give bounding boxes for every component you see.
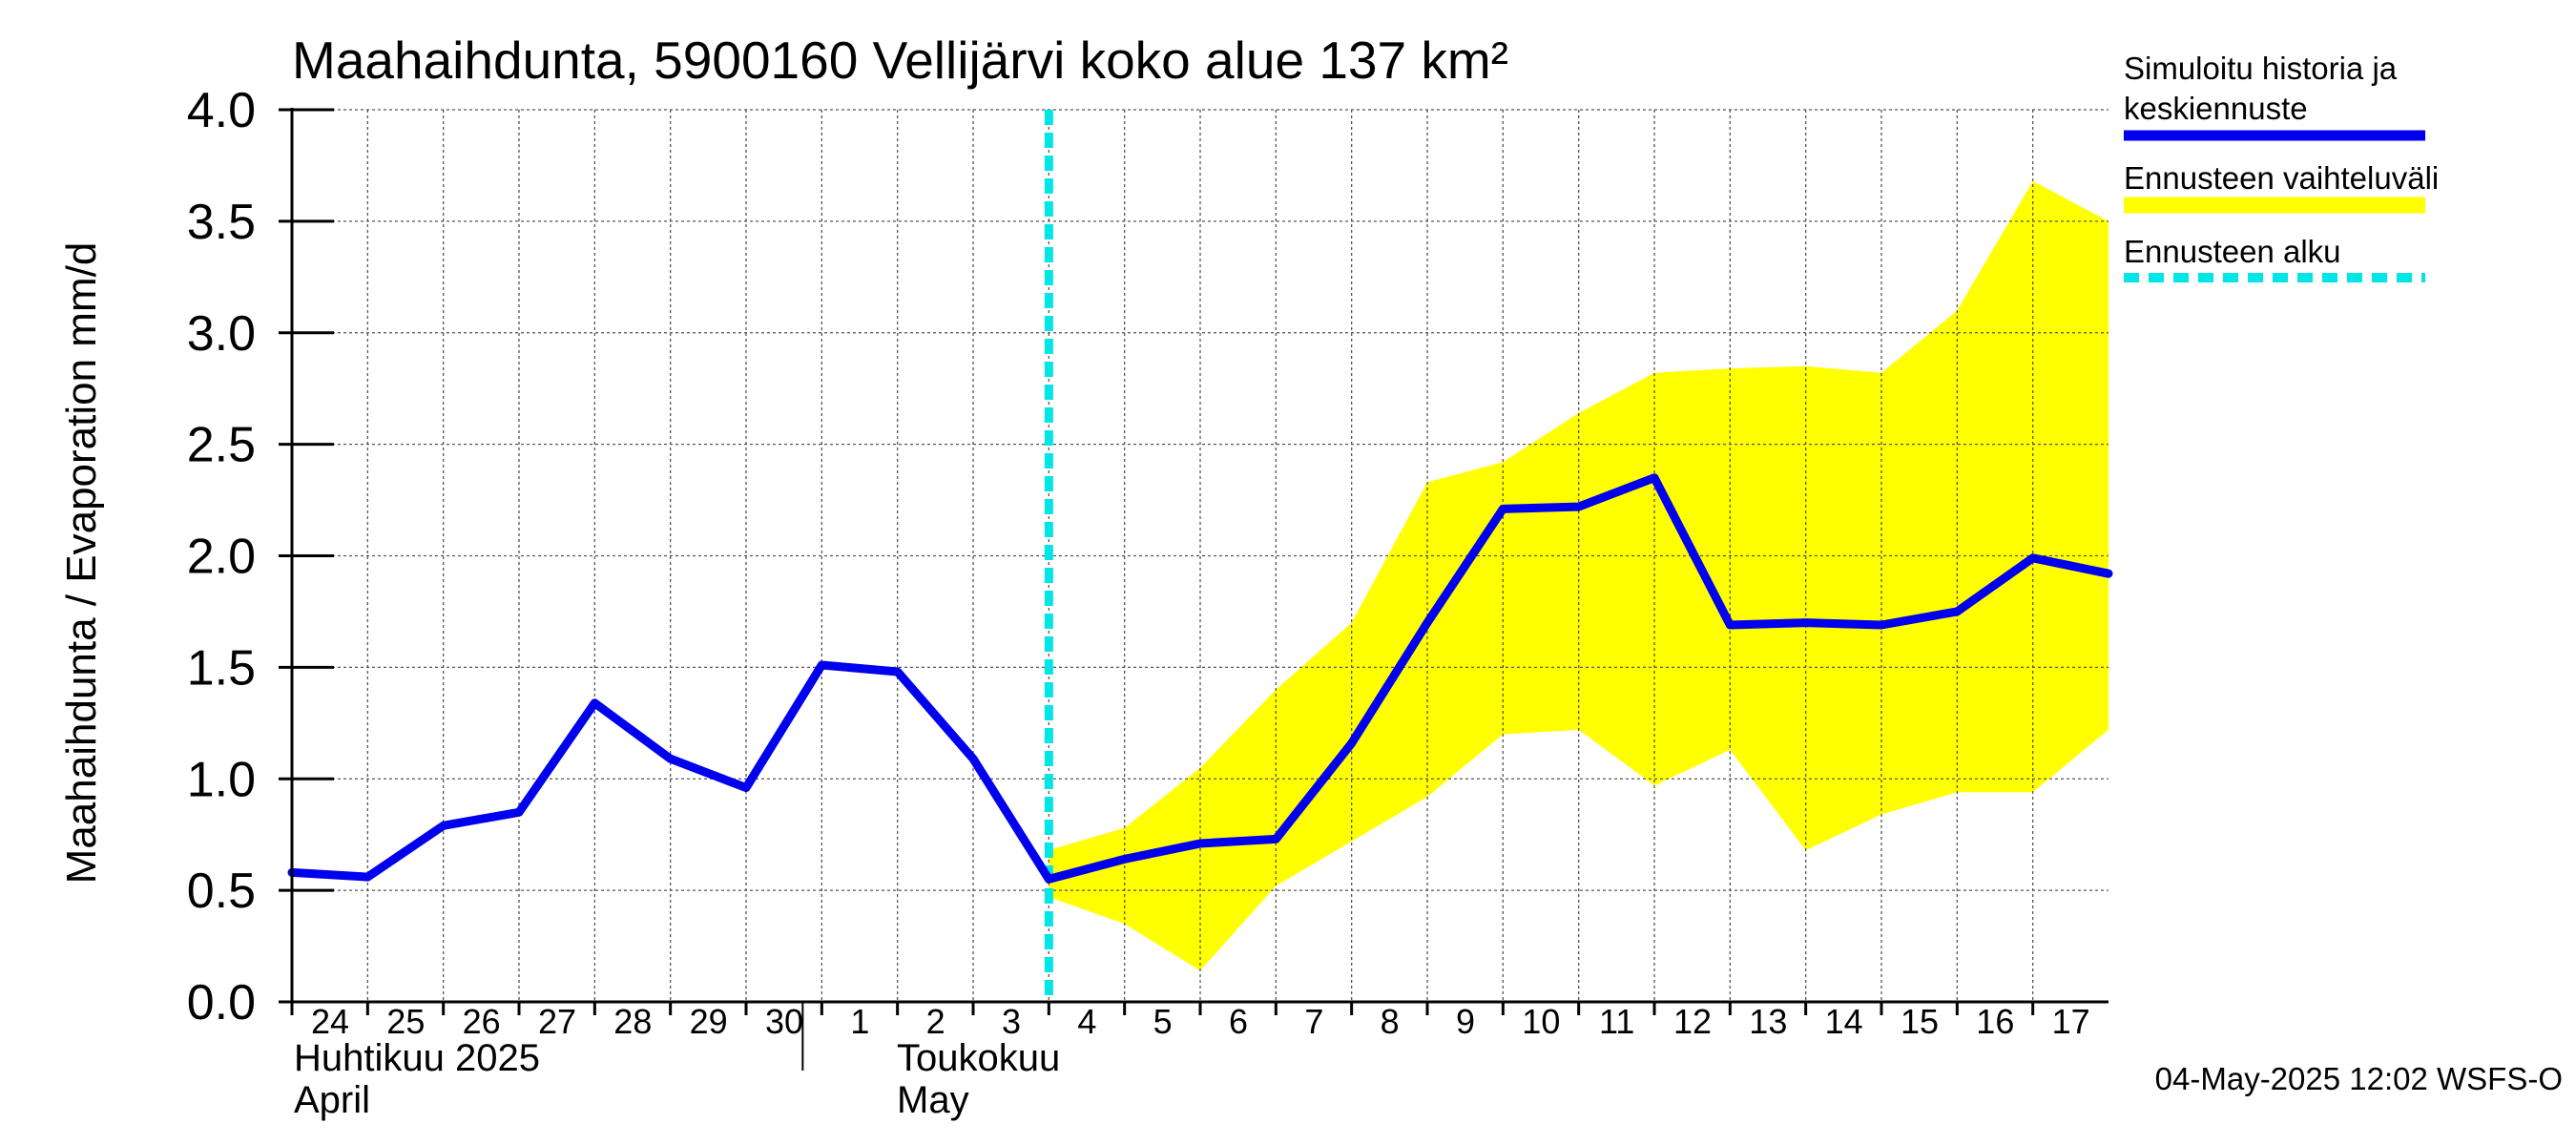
x-tick-label: 1 xyxy=(850,1002,869,1041)
x-tick-label: 5 xyxy=(1153,1002,1173,1041)
x-tick-label: 8 xyxy=(1381,1002,1400,1041)
y-tick-label: 3.5 xyxy=(187,195,256,250)
x-tick-label: 10 xyxy=(1522,1002,1560,1041)
x-tick-label: 9 xyxy=(1456,1002,1475,1041)
x-tick-label: 4 xyxy=(1077,1002,1096,1041)
x-tick-label: 16 xyxy=(1976,1002,2014,1041)
x-tick-label: 7 xyxy=(1304,1002,1323,1041)
x-tick-label: 29 xyxy=(690,1002,728,1041)
legend-label-range: Ennusteen vaihteluväli xyxy=(2124,160,2439,196)
legend-label-series-line1: Simuloitu historia ja xyxy=(2124,51,2398,86)
y-tick-label: 0.5 xyxy=(187,864,256,919)
y-tick-label: 3.0 xyxy=(187,306,256,362)
legend-label-forecast-start: Ennusteen alku xyxy=(2124,234,2341,269)
y-tick-label: 0.0 xyxy=(187,975,256,1030)
x-tick-label: 3 xyxy=(1002,1002,1021,1041)
x-tick-label: 27 xyxy=(538,1002,576,1041)
month-labels: Huhtikuu 2025 April Toukokuu May xyxy=(294,1037,1060,1121)
month-label-may-en: May xyxy=(897,1079,969,1121)
x-tick-label: 25 xyxy=(386,1002,425,1041)
x-tick-label: 30 xyxy=(765,1002,803,1041)
y-axis-label: Maahaihdunta / Evaporation mm/d xyxy=(58,242,105,885)
legend-label-series-line2: keskiennuste xyxy=(2124,91,2308,126)
x-tick-label: 11 xyxy=(1599,1002,1634,1041)
y-tick-label: 1.0 xyxy=(187,752,256,807)
x-tick-label: 15 xyxy=(1901,1002,1939,1041)
y-tick-label: 4.0 xyxy=(187,83,256,138)
chart-title: Maahaihdunta, 5900160 Vellijärvi koko al… xyxy=(292,31,1508,90)
grid-lines xyxy=(292,109,2109,1002)
x-tick-label: 14 xyxy=(1825,1002,1863,1041)
month-label-may-fi: Toukokuu xyxy=(897,1037,1060,1079)
month-label-april-fi: Huhtikuu 2025 xyxy=(294,1037,540,1079)
x-tick-label: 2 xyxy=(926,1002,945,1041)
x-tick-label: 13 xyxy=(1749,1002,1787,1041)
legend: Simuloitu historia ja keskiennuste Ennus… xyxy=(2124,51,2439,282)
y-axis-ticks: 0.0 0.5 1.0 1.5 2.0 2.5 3.0 3.5 4.0 xyxy=(187,83,334,1030)
y-tick-label: 2.5 xyxy=(187,418,256,473)
x-tick-label: 26 xyxy=(463,1002,501,1041)
series-group xyxy=(287,473,2113,884)
x-tick-label: 28 xyxy=(613,1002,652,1041)
footer-timestamp: 04-May-2025 12:02 WSFS-O xyxy=(2155,1061,2563,1096)
x-tick-label: 12 xyxy=(1673,1002,1712,1041)
x-tick-label: 6 xyxy=(1229,1002,1248,1041)
y-tick-label: 2.0 xyxy=(187,530,256,585)
x-axis-ticks: 24 25 26 27 28 29 30 1 2 3 4 5 6 7 8 9 10 11 12 13 14 15 16 17 xyxy=(290,1002,2090,1041)
month-label-april-en: April xyxy=(294,1079,370,1121)
series-line xyxy=(287,473,2113,884)
x-tick-label: 17 xyxy=(2052,1002,2090,1041)
x-tick-label: 24 xyxy=(311,1002,349,1041)
y-tick-label: 1.5 xyxy=(187,640,256,696)
